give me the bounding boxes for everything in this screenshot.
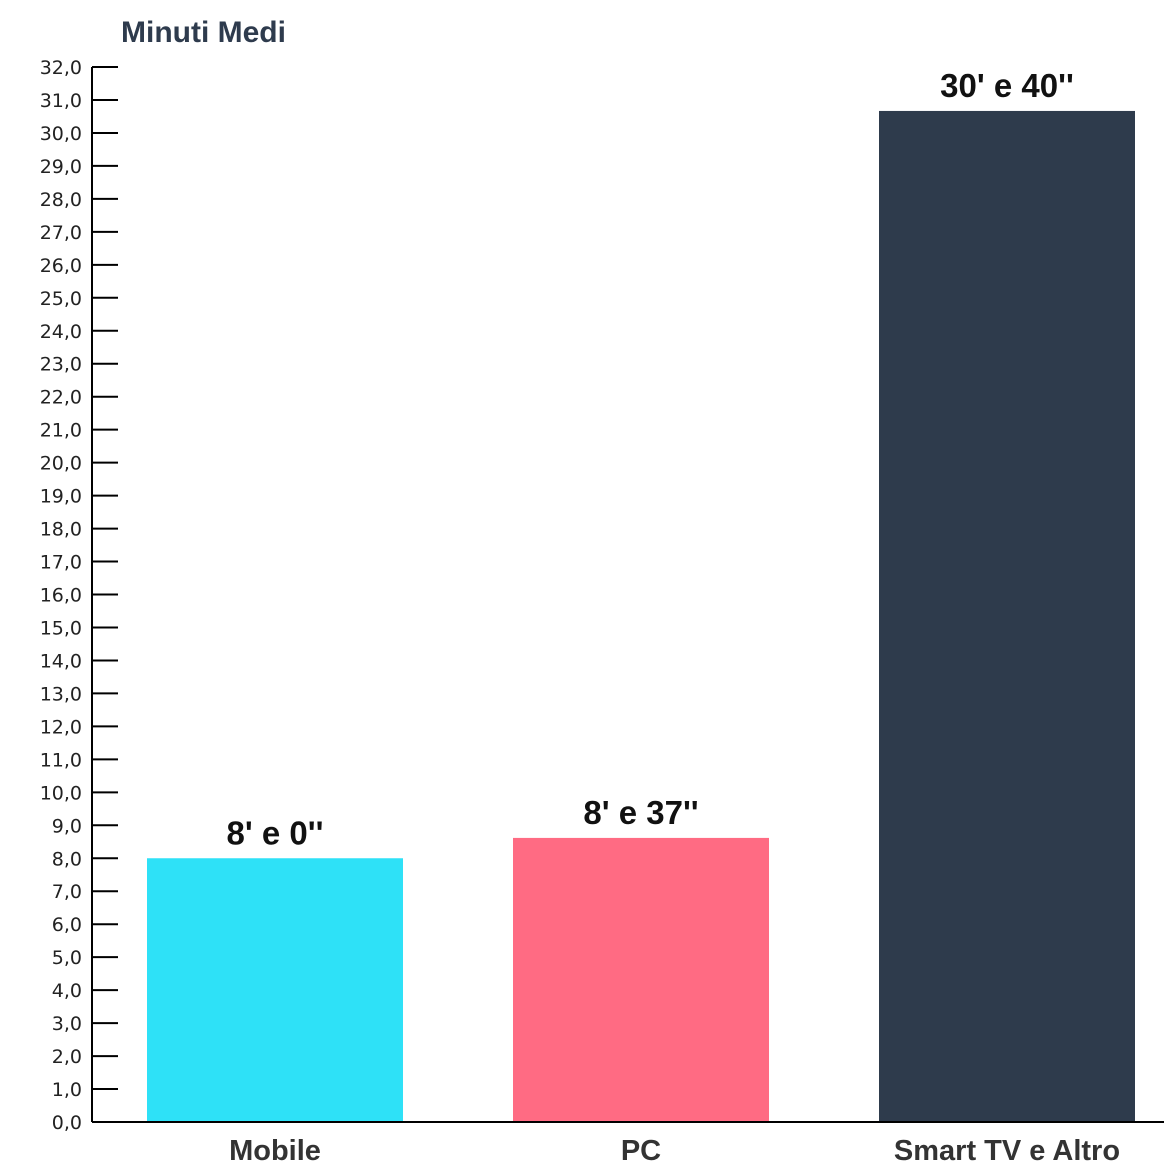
y-tick-label: 7,0 (52, 881, 82, 903)
y-tick-label: 13,0 (40, 683, 82, 705)
bar-mobile (147, 858, 403, 1122)
y-tick-label: 6,0 (52, 914, 82, 936)
y-tick-label: 31,0 (40, 90, 82, 112)
y-tick-label: 24,0 (40, 321, 82, 343)
y-tick-label: 15,0 (40, 617, 82, 639)
y-tick-label: 26,0 (40, 255, 82, 277)
y-axis-title: Minuti Medi (121, 16, 286, 49)
y-tick-label: 23,0 (40, 354, 82, 376)
y-tick-label: 28,0 (40, 189, 82, 211)
y-tick-label: 17,0 (40, 552, 82, 574)
y-tick-label: 32,0 (40, 57, 82, 79)
bar-pc (513, 837, 769, 1122)
y-tick-label: 4,0 (52, 980, 82, 1002)
y-tick-label: 29,0 (40, 156, 82, 178)
bar-value-label: 8' e 37'' (583, 794, 698, 831)
y-tick-label: 30,0 (40, 123, 82, 145)
y-tick-label: 11,0 (40, 749, 82, 771)
y-tick-label: 14,0 (40, 650, 82, 672)
y-tick-label: 0,0 (52, 1112, 82, 1134)
y-tick-label: 18,0 (40, 519, 82, 541)
y-tick-label: 12,0 (40, 716, 82, 738)
y-tick-label: 21,0 (40, 420, 82, 442)
y-tick-label: 27,0 (40, 222, 82, 244)
x-category-label: PC (621, 1135, 661, 1165)
y-tick-label: 10,0 (40, 782, 82, 804)
x-category-label: Mobile (229, 1135, 321, 1165)
y-tick-label: 3,0 (52, 1013, 82, 1035)
bars-group: 8' e 0'' 8' e 37'' 30' e 40'' (147, 67, 1135, 1123)
bar-smart-tv-e-altro (879, 110, 1135, 1123)
y-tick-label: 2,0 (52, 1046, 82, 1068)
y-axis: 0,0 1,0 2,0 3,0 4,0 5,0 6,0 7,0 8,0 9,0 10,0 11,0 12… (40, 57, 118, 1134)
y-tick-label: 5,0 (52, 947, 82, 969)
y-tick-label: 9,0 (52, 815, 82, 837)
y-tick-label: 8,0 (52, 848, 82, 870)
x-axis: Mobile PC Smart TV e Altro (92, 1121, 1164, 1165)
y-tick-label: 22,0 (40, 387, 82, 409)
x-category-label: Smart TV e Altro (894, 1135, 1120, 1165)
bar-value-label: 8' e 0'' (227, 814, 324, 851)
y-tick-label: 16,0 (40, 585, 82, 607)
y-tick-label: 19,0 (40, 486, 82, 508)
y-tick-label: 25,0 (40, 288, 82, 310)
y-tick-label: 1,0 (52, 1079, 82, 1101)
bar-value-label: 30' e 40'' (940, 67, 1074, 104)
y-tick-label: 20,0 (40, 453, 82, 475)
